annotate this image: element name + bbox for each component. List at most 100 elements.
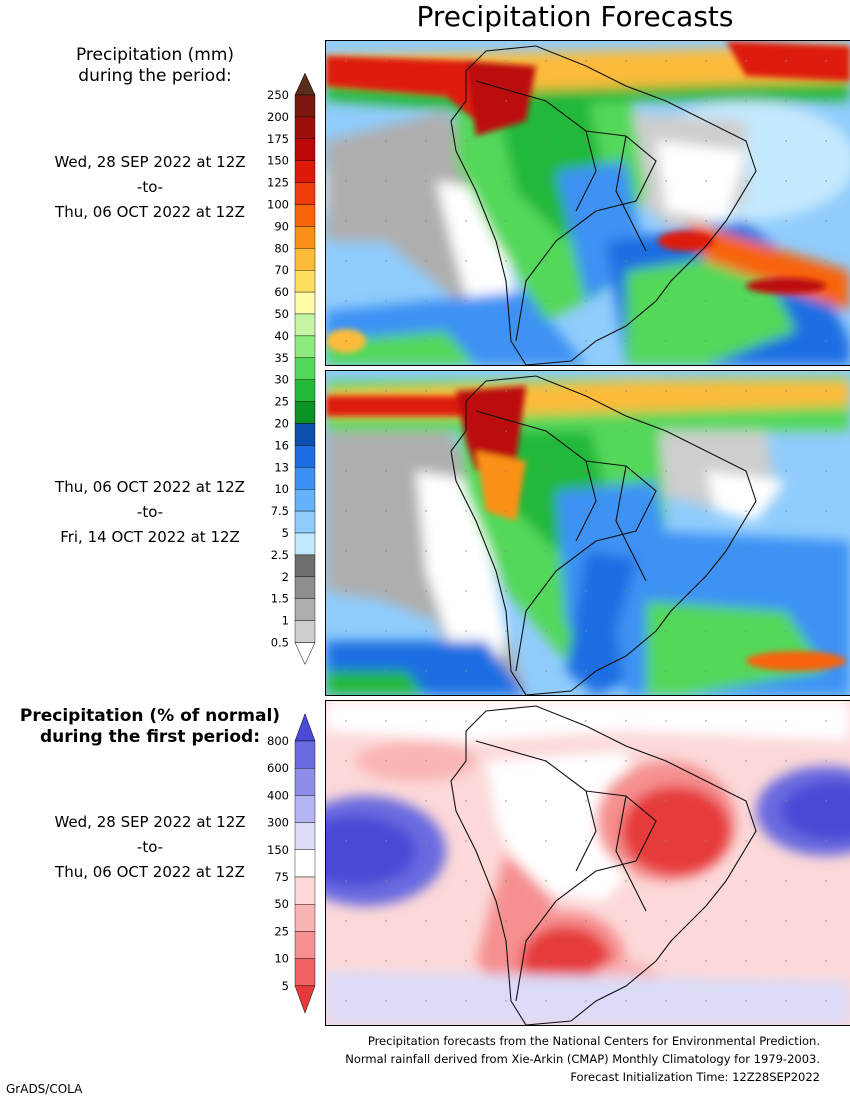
amount-colorbar-tick-label: 10 bbox=[274, 482, 289, 496]
amount-colorbar-tick-label: 70 bbox=[274, 263, 289, 277]
amount-colorbar-tick-label: 175 bbox=[267, 132, 289, 146]
percent-colorbar-tick-label: 10 bbox=[274, 952, 289, 966]
amount-colorbar-tick-label: 25 bbox=[274, 395, 289, 409]
amount-colorbar: 2502001751501251009080706050403530252016… bbox=[267, 72, 316, 666]
period1-start: Wed, 28 SEP 2022 at 12Z bbox=[54, 153, 246, 171]
amount-colorbar-tick-label: 7.5 bbox=[271, 504, 289, 518]
percent-colorbar-swatch bbox=[294, 931, 316, 959]
amount-colorbar-tick-label: 60 bbox=[274, 285, 289, 299]
amount-colorbar-swatch bbox=[294, 226, 316, 249]
page-title: Precipitation Forecasts bbox=[416, 0, 734, 33]
period2-dates: Thu, 06 OCT 2022 at 12Z -to- Fri, 14 OCT… bbox=[30, 475, 270, 550]
amount-colorbar-swatch bbox=[294, 423, 316, 446]
percent-colorbar-swatch bbox=[294, 958, 316, 986]
amount-legend-header: Precipitation (mm) during the period: bbox=[20, 45, 290, 87]
percent-colorbar-tick-label: 150 bbox=[267, 843, 289, 857]
continent-outline bbox=[450, 705, 757, 1025]
percent-colorbar-swatch bbox=[294, 904, 316, 932]
percent-colorbar-swatch bbox=[294, 822, 316, 850]
legend-colorbars: 2502001751501251009080706050403530252016… bbox=[267, 72, 316, 1014]
amount-colorbar-swatch bbox=[294, 270, 316, 293]
amount-colorbar-tick-label: 250 bbox=[267, 88, 289, 102]
amount-colorbar-swatch bbox=[294, 116, 316, 140]
period3-start: Wed, 28 SEP 2022 at 12Z bbox=[54, 813, 246, 831]
amount-colorbar-swatch bbox=[294, 532, 316, 556]
percent-colorbar-top-arrow bbox=[294, 713, 316, 742]
percent-normal-map bbox=[325, 700, 850, 1026]
period2-start: Thu, 06 OCT 2022 at 12Z bbox=[55, 478, 245, 496]
percent-colorbar-swatch bbox=[294, 876, 316, 905]
amount-colorbar-tick-label: 13 bbox=[274, 460, 289, 474]
amount-colorbar-top-arrow bbox=[294, 72, 316, 96]
period2-end: Fri, 14 OCT 2022 at 12Z bbox=[60, 528, 240, 546]
amount-colorbar-swatch bbox=[294, 248, 316, 271]
amount-colorbar-swatch bbox=[294, 467, 316, 490]
amount-colorbar-tick-label: 100 bbox=[267, 198, 289, 212]
footer-line2: Normal rainfall derived from Xie-Arkin (… bbox=[345, 1052, 820, 1066]
credit-label: GrADS/COLA bbox=[6, 1082, 83, 1096]
amount-colorbar-tick-label: 150 bbox=[267, 154, 289, 168]
period3-sep: -to- bbox=[136, 838, 164, 856]
period3-dates: Wed, 28 SEP 2022 at 12Z -to- Thu, 06 OCT… bbox=[30, 810, 270, 885]
precip-map-period1 bbox=[325, 40, 850, 366]
amount-colorbar-swatch bbox=[294, 489, 316, 512]
percent-colorbar-tick-label: 600 bbox=[267, 761, 289, 775]
footer-line3: Forecast Initialization Time: 12Z28SEP20… bbox=[570, 1070, 820, 1084]
amount-colorbar-swatch bbox=[294, 291, 316, 315]
percent-header-line1: Precipitation (% of normal) bbox=[19, 706, 281, 726]
amount-header-line2: during the period: bbox=[78, 66, 232, 86]
amount-colorbar-tick-label: 1 bbox=[282, 614, 289, 628]
amount-colorbar-tick-label: 5 bbox=[282, 526, 289, 540]
amount-colorbar-swatch bbox=[294, 160, 316, 183]
period2-sep: -to- bbox=[136, 503, 164, 521]
amount-colorbar-tick-label: 40 bbox=[274, 329, 289, 343]
percent-colorbar-swatch bbox=[294, 740, 316, 769]
percent-colorbar-swatch bbox=[294, 849, 316, 878]
amount-colorbar-swatch bbox=[294, 204, 316, 227]
amount-colorbar-swatch bbox=[294, 379, 316, 402]
amount-colorbar-tick-label: 200 bbox=[267, 110, 289, 124]
period3-end: Thu, 06 OCT 2022 at 12Z bbox=[55, 863, 245, 881]
continent-outline bbox=[450, 45, 757, 365]
amount-colorbar-tick-label: 50 bbox=[274, 307, 289, 321]
amount-colorbar-swatch bbox=[294, 182, 316, 205]
amount-colorbar-swatch bbox=[294, 598, 316, 621]
amount-colorbar-swatch bbox=[294, 576, 316, 599]
amount-colorbar-swatch bbox=[294, 357, 316, 380]
amount-colorbar-tick-label: 125 bbox=[267, 176, 289, 190]
continent-outline bbox=[450, 375, 757, 695]
amount-colorbar-tick-label: 2.5 bbox=[271, 548, 289, 562]
percent-legend-header: Precipitation (% of normal) during the f… bbox=[10, 706, 290, 748]
amount-header-line1: Precipitation (mm) bbox=[75, 45, 235, 65]
amount-colorbar-tick-label: 80 bbox=[274, 241, 289, 255]
percent-colorbar-tick-label: 800 bbox=[267, 734, 289, 748]
amount-colorbar-swatch bbox=[294, 138, 316, 161]
percent-colorbar-tick-label: 5 bbox=[282, 979, 289, 993]
percent-colorbar-tick-label: 400 bbox=[267, 788, 289, 802]
amount-colorbar-swatch bbox=[294, 445, 316, 468]
amount-colorbar-tick-label: 20 bbox=[274, 417, 289, 431]
percent-colorbar-tick-label: 300 bbox=[267, 816, 289, 830]
percent-colorbar-bottom-arrow bbox=[294, 985, 316, 1014]
amount-colorbar-tick-label: 1.5 bbox=[271, 592, 289, 606]
amount-colorbar-tick-label: 16 bbox=[274, 438, 289, 452]
amount-colorbar-tick-label: 2 bbox=[282, 570, 289, 584]
percent-colorbar-swatch bbox=[294, 795, 316, 823]
percent-colorbar: 800 600 400 300 150 75 50 25 10 5 bbox=[267, 713, 316, 1014]
footer-notes: Precipitation forecasts from the Nationa… bbox=[345, 1032, 820, 1086]
amount-colorbar-tick-label: 90 bbox=[274, 219, 289, 233]
percent-colorbar-swatch bbox=[294, 768, 316, 796]
amount-colorbar-tick-label: 30 bbox=[274, 373, 289, 387]
period1-dates: Wed, 28 SEP 2022 at 12Z -to- Thu, 06 OCT… bbox=[30, 150, 270, 225]
percent-colorbar-tick-label: 25 bbox=[274, 924, 289, 938]
amount-colorbar-swatch bbox=[294, 510, 316, 534]
amount-colorbar-swatch bbox=[294, 401, 316, 424]
amount-colorbar-swatch bbox=[294, 620, 316, 643]
percent-colorbar-tick-label: 75 bbox=[274, 870, 289, 884]
period1-end: Thu, 06 OCT 2022 at 12Z bbox=[55, 203, 245, 221]
amount-colorbar-swatch bbox=[294, 313, 316, 337]
percent-header-line2: during the first period: bbox=[39, 727, 261, 747]
amount-colorbar-swatch bbox=[294, 94, 316, 118]
precip-map-period2 bbox=[325, 370, 850, 696]
amount-colorbar-bottom-arrow bbox=[294, 642, 316, 666]
